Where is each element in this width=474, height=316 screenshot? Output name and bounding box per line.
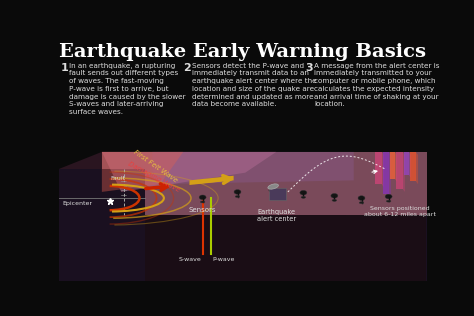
Ellipse shape bbox=[331, 193, 338, 198]
Text: Earthquake
alert center: Earthquake alert center bbox=[257, 209, 296, 222]
Ellipse shape bbox=[235, 196, 240, 198]
Bar bbox=[404, 152, 409, 175]
Text: A message from the alert center is
immediately transmitted to your
computer or m: A message from the alert center is immed… bbox=[314, 63, 440, 107]
Ellipse shape bbox=[359, 202, 364, 204]
Polygon shape bbox=[59, 215, 427, 281]
Ellipse shape bbox=[300, 190, 307, 195]
Ellipse shape bbox=[385, 194, 392, 199]
Text: 3: 3 bbox=[306, 63, 313, 73]
Ellipse shape bbox=[199, 195, 206, 200]
Polygon shape bbox=[102, 152, 183, 192]
Polygon shape bbox=[409, 152, 411, 178]
Text: Fault: Fault bbox=[110, 176, 126, 181]
Polygon shape bbox=[402, 152, 405, 192]
Ellipse shape bbox=[268, 184, 278, 189]
Text: First Felt Wave: First Felt Wave bbox=[133, 149, 179, 184]
Text: Sensors positioned
about 6-12 miles apart: Sensors positioned about 6-12 miles apar… bbox=[365, 206, 436, 217]
Bar bbox=[410, 152, 416, 181]
Ellipse shape bbox=[270, 194, 275, 196]
Text: Epicenter: Epicenter bbox=[63, 201, 92, 206]
Polygon shape bbox=[59, 152, 102, 281]
Text: 1: 1 bbox=[61, 63, 69, 73]
Text: Damaging Wave: Damaging Wave bbox=[128, 160, 181, 193]
Bar bbox=[268, 188, 285, 200]
Polygon shape bbox=[346, 215, 427, 281]
Polygon shape bbox=[59, 169, 145, 281]
Polygon shape bbox=[416, 152, 418, 184]
Ellipse shape bbox=[386, 200, 391, 202]
Bar bbox=[390, 152, 395, 179]
Polygon shape bbox=[102, 152, 276, 192]
Text: S-wave: S-wave bbox=[178, 257, 201, 262]
Polygon shape bbox=[152, 152, 354, 184]
Polygon shape bbox=[382, 152, 384, 187]
Ellipse shape bbox=[358, 196, 365, 200]
Bar bbox=[375, 152, 382, 184]
Text: P-wave: P-wave bbox=[213, 257, 235, 262]
Ellipse shape bbox=[269, 188, 276, 193]
Polygon shape bbox=[190, 176, 234, 185]
Ellipse shape bbox=[201, 201, 205, 203]
Text: Sensors detect the P-wave and
immediately transmit data to an
earthquake alert c: Sensors detect the P-wave and immediatel… bbox=[192, 63, 317, 107]
Text: In an earthquake, a rupturing
fault sends out different types
of waves. The fast: In an earthquake, a rupturing fault send… bbox=[69, 63, 186, 115]
Polygon shape bbox=[395, 152, 397, 182]
Ellipse shape bbox=[234, 190, 241, 194]
Bar bbox=[396, 152, 402, 189]
Ellipse shape bbox=[332, 199, 337, 201]
Text: 2: 2 bbox=[183, 63, 191, 73]
Ellipse shape bbox=[301, 196, 306, 198]
Polygon shape bbox=[102, 152, 427, 215]
Bar bbox=[383, 152, 389, 194]
Text: Sensors: Sensors bbox=[189, 207, 216, 213]
Text: Earthquake Early Warning Basics: Earthquake Early Warning Basics bbox=[59, 43, 427, 61]
Polygon shape bbox=[389, 152, 391, 197]
